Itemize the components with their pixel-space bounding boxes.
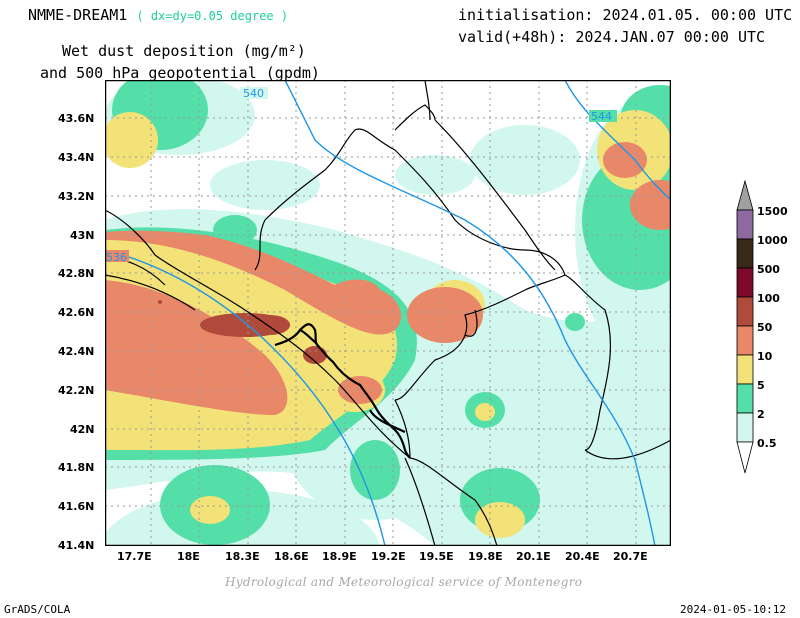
contour-label-536: 536: [106, 251, 127, 264]
x-tick: 19.5E: [419, 550, 454, 563]
y-tick: 43.6N: [58, 112, 95, 125]
map-title-line1: Wet dust deposition (mg/m²): [62, 42, 306, 60]
y-tick: 42.2N: [58, 384, 95, 397]
map-frame: [105, 80, 671, 546]
montenegro-coastline: [274, 323, 411, 459]
valid-time: valid(+48h): 2024.JAN.07 00:00 UTC: [458, 28, 766, 46]
x-tick: 18E: [177, 550, 200, 563]
y-tick: 41.4N: [58, 539, 95, 552]
x-tick: 20.7E: [613, 550, 648, 563]
legend-label: 500: [757, 263, 780, 276]
legend-label: 5: [757, 379, 765, 392]
init-time: initialisation: 2024.01.05. 00:00 UTC: [458, 6, 793, 24]
y-tick: 43.2N: [58, 190, 95, 203]
y-tick: 42.8N: [58, 267, 95, 280]
legend-swatch: [736, 180, 754, 211]
x-tick: 20.1E: [516, 550, 551, 563]
y-tick: 41.8N: [58, 461, 95, 474]
footer-software: GrADS/COLA: [4, 603, 71, 616]
legend-label: 2: [757, 408, 765, 421]
resolution-text: ( dx=dy=0.05 degree ): [136, 9, 289, 23]
legend-label: 10: [757, 350, 773, 363]
legend-label: 1500: [757, 205, 788, 218]
y-tick: 41.6N: [58, 500, 95, 513]
y-tick: 42.6N: [58, 306, 95, 319]
x-tick: 19.2E: [371, 550, 406, 563]
legend-label: 50: [757, 321, 773, 334]
country-borders: [105, 80, 671, 546]
legend-swatch: [736, 383, 754, 414]
legend-swatch: [736, 209, 754, 240]
x-tick: 17.7E: [117, 550, 152, 563]
contour-label-544: 544: [591, 110, 612, 123]
legend-swatch: [736, 325, 754, 356]
y-tick: 42N: [70, 423, 95, 436]
legend-swatch: [736, 267, 754, 298]
y-tick: 42.4N: [58, 345, 95, 358]
model-name: NMME-DREAM1 ( dx=dy=0.05 degree ): [28, 6, 288, 24]
dust-map: 540 544 536: [105, 80, 671, 546]
y-tick: 43N: [70, 229, 95, 242]
geopotential-contours: [105, 80, 671, 546]
legend-colorbar: [736, 180, 754, 474]
footer-timestamp: 2024-01-05-10:12: [680, 603, 786, 616]
legend-swatch: [736, 354, 754, 385]
contour-label-540: 540: [243, 87, 264, 100]
legend-label: 0.5: [757, 437, 777, 450]
x-tick: 19.8E: [468, 550, 503, 563]
x-tick: 18.3E: [225, 550, 260, 563]
map-title-line2: and 500 hPa geopotential (gpdm): [40, 64, 320, 82]
x-tick: 18.9E: [322, 550, 357, 563]
dust-field: [105, 80, 671, 546]
legend-swatch: [736, 441, 754, 474]
grid: [105, 80, 671, 546]
y-tick: 43.4N: [58, 151, 95, 164]
legend-label: 1000: [757, 234, 788, 247]
legend-swatch: [736, 296, 754, 327]
credit-text: Hydrological and Meteorological service …: [225, 575, 583, 589]
legend-swatch: [736, 412, 754, 443]
x-tick: 20.4E: [565, 550, 600, 563]
legend-label: 100: [757, 292, 780, 305]
model-name-text: NMME-DREAM1: [28, 6, 128, 24]
x-tick: 18.6E: [274, 550, 309, 563]
legend-swatch: [736, 238, 754, 269]
